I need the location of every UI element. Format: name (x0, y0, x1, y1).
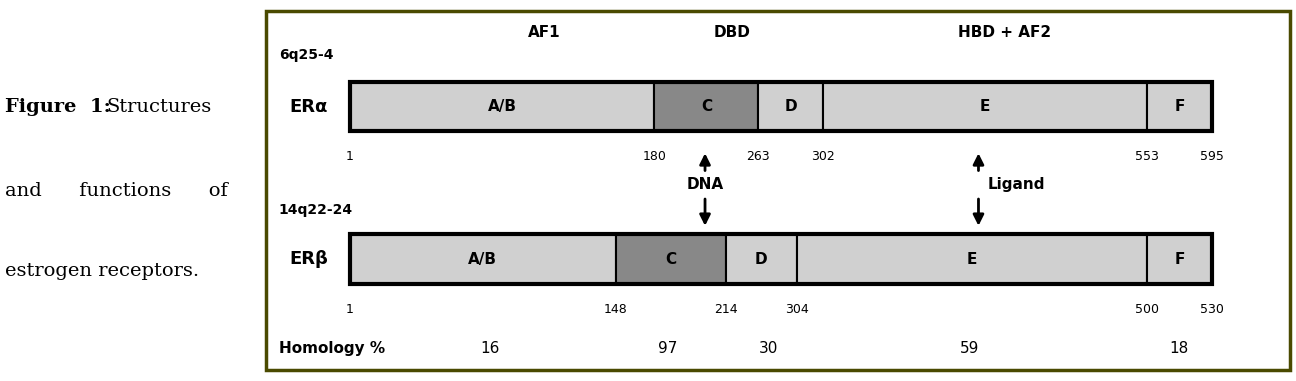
Bar (350, 234, 616, 284)
Text: Structures: Structures (106, 98, 211, 116)
Text: 6q25-4: 6q25-4 (279, 48, 333, 62)
Text: 595: 595 (1200, 150, 1223, 163)
Text: ERβ: ERβ (289, 250, 328, 268)
Bar (1147, 234, 1212, 284)
Bar (350, 82, 1212, 131)
Text: 16: 16 (481, 341, 499, 356)
Bar (758, 82, 823, 131)
Text: estrogen receptors.: estrogen receptors. (5, 261, 200, 280)
Text: 30: 30 (759, 341, 778, 356)
Text: F: F (1174, 99, 1185, 114)
Text: 263: 263 (746, 150, 770, 163)
Text: ERα: ERα (289, 98, 328, 116)
Text: and      functions      of: and functions of (5, 181, 228, 200)
Text: HBD + AF2: HBD + AF2 (958, 25, 1051, 40)
Text: D: D (784, 99, 797, 114)
Bar (654, 82, 758, 131)
Text: 59: 59 (960, 341, 978, 356)
Bar (823, 82, 1147, 131)
Text: 1: 1 (346, 303, 354, 316)
Text: 180: 180 (643, 150, 666, 163)
Text: 214: 214 (714, 303, 737, 316)
Text: D: D (756, 251, 767, 267)
Text: 553: 553 (1135, 150, 1159, 163)
Text: Homology %: Homology % (279, 341, 385, 356)
Text: 148: 148 (604, 303, 627, 316)
Text: DBD: DBD (714, 25, 750, 40)
Text: 14q22-24: 14q22-24 (279, 203, 353, 216)
Bar (350, 82, 654, 131)
Text: E: E (980, 99, 990, 114)
Text: Ligand: Ligand (988, 177, 1045, 192)
Bar (350, 234, 1212, 284)
Text: A/B: A/B (487, 99, 517, 114)
Text: 530: 530 (1200, 303, 1223, 316)
Bar (797, 234, 1147, 284)
Text: AF1: AF1 (527, 25, 561, 40)
Text: 1: 1 (346, 150, 354, 163)
Text: Figure  1:: Figure 1: (5, 98, 118, 116)
Text: E: E (967, 251, 977, 267)
Text: C: C (665, 251, 677, 267)
Text: A/B: A/B (468, 251, 498, 267)
Text: 304: 304 (785, 303, 809, 316)
Text: 97: 97 (658, 341, 677, 356)
Text: F: F (1174, 251, 1185, 267)
Text: 302: 302 (811, 150, 835, 163)
Bar (726, 234, 797, 284)
Text: C: C (701, 99, 712, 114)
Bar (616, 234, 726, 284)
Bar (266, 11, 1290, 370)
Text: DNA: DNA (687, 177, 723, 192)
Text: 500: 500 (1135, 303, 1159, 316)
Bar (1147, 82, 1212, 131)
Text: 18: 18 (1170, 341, 1188, 356)
